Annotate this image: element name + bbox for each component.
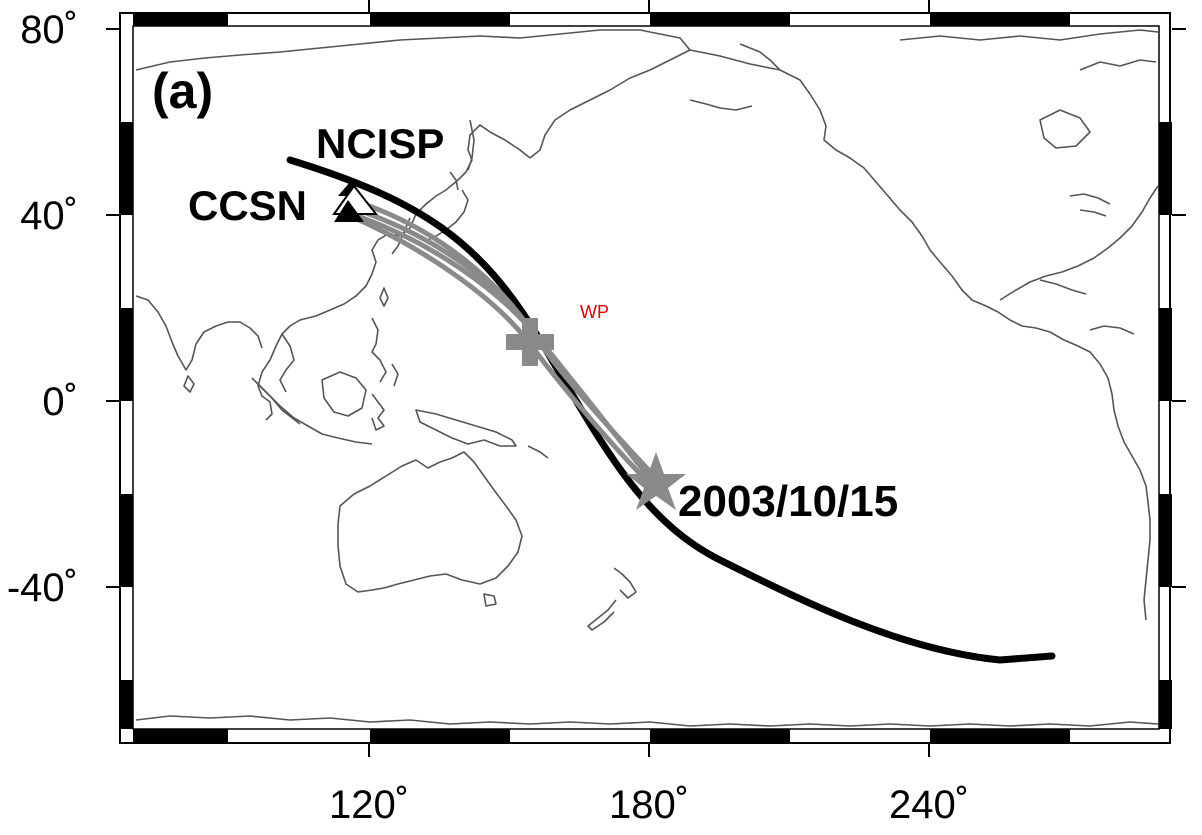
lon-label-240: 240˚ — [889, 783, 969, 827]
lat-label-minus40: -40˚ — [7, 566, 78, 610]
station-label-ccsn: CCSN — [188, 182, 307, 229]
wp-cross-marker — [506, 318, 554, 366]
lat-label-0: 0˚ — [42, 380, 78, 424]
lat-label-40: 40˚ — [20, 194, 78, 238]
lat-label-80: 80˚ — [20, 8, 78, 52]
station-label-ncisp: NCISP — [316, 120, 444, 167]
triangle-icon-ccsn-filled — [334, 200, 364, 222]
station-triangles — [332, 182, 379, 222]
tick-marks — [106, 0, 1186, 757]
great-circle-path — [286, 156, 1056, 664]
wp-label: WP — [580, 302, 609, 322]
border-checkers — [120, 13, 1172, 742]
panel-label: (a) — [152, 63, 213, 119]
map-frame — [119, 12, 1171, 744]
event-star-icon — [626, 452, 686, 510]
coastlines — [135, 29, 1159, 727]
event-date-label: 2003/10/15 — [678, 477, 898, 526]
lon-label-180: 180˚ — [609, 783, 689, 827]
lon-label-120: 120˚ — [329, 783, 409, 827]
